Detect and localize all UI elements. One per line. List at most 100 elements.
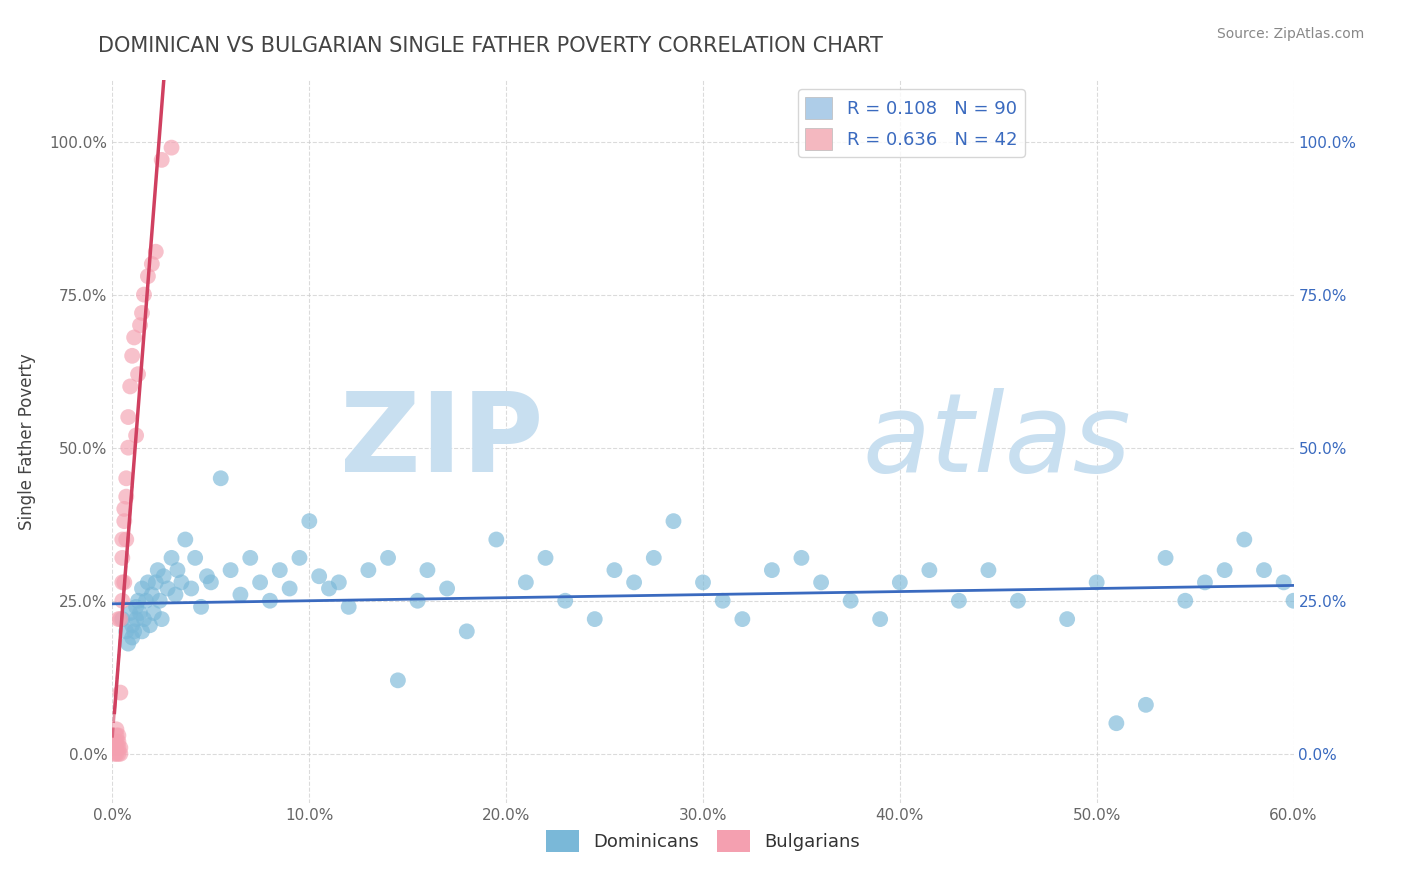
Point — [170, 575, 193, 590]
Point — [692, 575, 714, 590]
Point — [1282, 593, 1305, 607]
Point — [308, 569, 330, 583]
Legend: Dominicans, Bulgarians: Dominicans, Bulgarians — [538, 822, 868, 859]
Point — [810, 575, 832, 590]
Point — [149, 593, 172, 607]
Point — [790, 550, 813, 565]
Point — [662, 514, 685, 528]
Point — [174, 533, 197, 547]
Point — [1213, 563, 1236, 577]
Point — [107, 747, 129, 761]
Point — [278, 582, 301, 596]
Point — [318, 582, 340, 596]
Point — [115, 624, 138, 639]
Point — [416, 563, 439, 577]
Point — [132, 287, 155, 301]
Point — [711, 593, 734, 607]
Text: atlas: atlas — [862, 388, 1130, 495]
Point — [121, 631, 143, 645]
Point — [111, 612, 134, 626]
Point — [111, 533, 134, 547]
Point — [131, 306, 153, 320]
Point — [337, 599, 360, 614]
Point — [125, 599, 148, 614]
Point — [190, 599, 212, 614]
Point — [1105, 716, 1128, 731]
Point — [219, 563, 242, 577]
Point — [136, 575, 159, 590]
Point — [554, 593, 576, 607]
Point — [180, 582, 202, 596]
Point — [103, 734, 125, 748]
Point — [115, 533, 138, 547]
Point — [110, 612, 132, 626]
Point — [146, 563, 169, 577]
Point — [249, 575, 271, 590]
Point — [150, 612, 173, 626]
Point — [152, 569, 174, 583]
Point — [761, 563, 783, 577]
Point — [111, 550, 134, 565]
Point — [948, 593, 970, 607]
Point — [583, 612, 606, 626]
Point — [136, 269, 159, 284]
Point — [209, 471, 232, 485]
Point — [111, 593, 134, 607]
Point — [120, 606, 142, 620]
Point — [141, 257, 163, 271]
Point — [1194, 575, 1216, 590]
Point — [112, 575, 135, 590]
Point — [1174, 593, 1197, 607]
Point — [731, 612, 754, 626]
Point — [110, 740, 132, 755]
Text: Source: ZipAtlas.com: Source: ZipAtlas.com — [1216, 27, 1364, 41]
Point — [112, 514, 135, 528]
Text: DOMINICAN VS BULGARIAN SINGLE FATHER POVERTY CORRELATION CHART: DOMINICAN VS BULGARIAN SINGLE FATHER POV… — [98, 36, 883, 55]
Point — [131, 624, 153, 639]
Point — [117, 441, 139, 455]
Point — [107, 612, 129, 626]
Point — [918, 563, 941, 577]
Point — [115, 471, 138, 485]
Point — [1154, 550, 1177, 565]
Point — [107, 728, 129, 742]
Point — [357, 563, 380, 577]
Point — [150, 153, 173, 167]
Point — [105, 740, 128, 755]
Point — [889, 575, 911, 590]
Point — [387, 673, 409, 688]
Point — [105, 723, 128, 737]
Point — [406, 593, 429, 607]
Point — [328, 575, 350, 590]
Point — [135, 593, 157, 607]
Point — [436, 582, 458, 596]
Point — [160, 141, 183, 155]
Point — [977, 563, 1000, 577]
Point — [127, 367, 149, 381]
Point — [121, 618, 143, 632]
Point — [1253, 563, 1275, 577]
Point — [1233, 533, 1256, 547]
Point — [125, 428, 148, 442]
Point — [1056, 612, 1078, 626]
Point — [623, 575, 645, 590]
Point — [515, 575, 537, 590]
Point — [288, 550, 311, 565]
Point — [139, 618, 162, 632]
Point — [120, 379, 142, 393]
Point — [117, 410, 139, 425]
Point — [643, 550, 665, 565]
Point — [269, 563, 291, 577]
Point — [534, 550, 557, 565]
Point — [127, 593, 149, 607]
Point — [298, 514, 321, 528]
Point — [145, 575, 167, 590]
Point — [110, 747, 132, 761]
Point — [200, 575, 222, 590]
Point — [184, 550, 207, 565]
Point — [107, 740, 129, 755]
Point — [129, 606, 152, 620]
Point — [105, 747, 128, 761]
Point — [105, 728, 128, 742]
Point — [117, 637, 139, 651]
